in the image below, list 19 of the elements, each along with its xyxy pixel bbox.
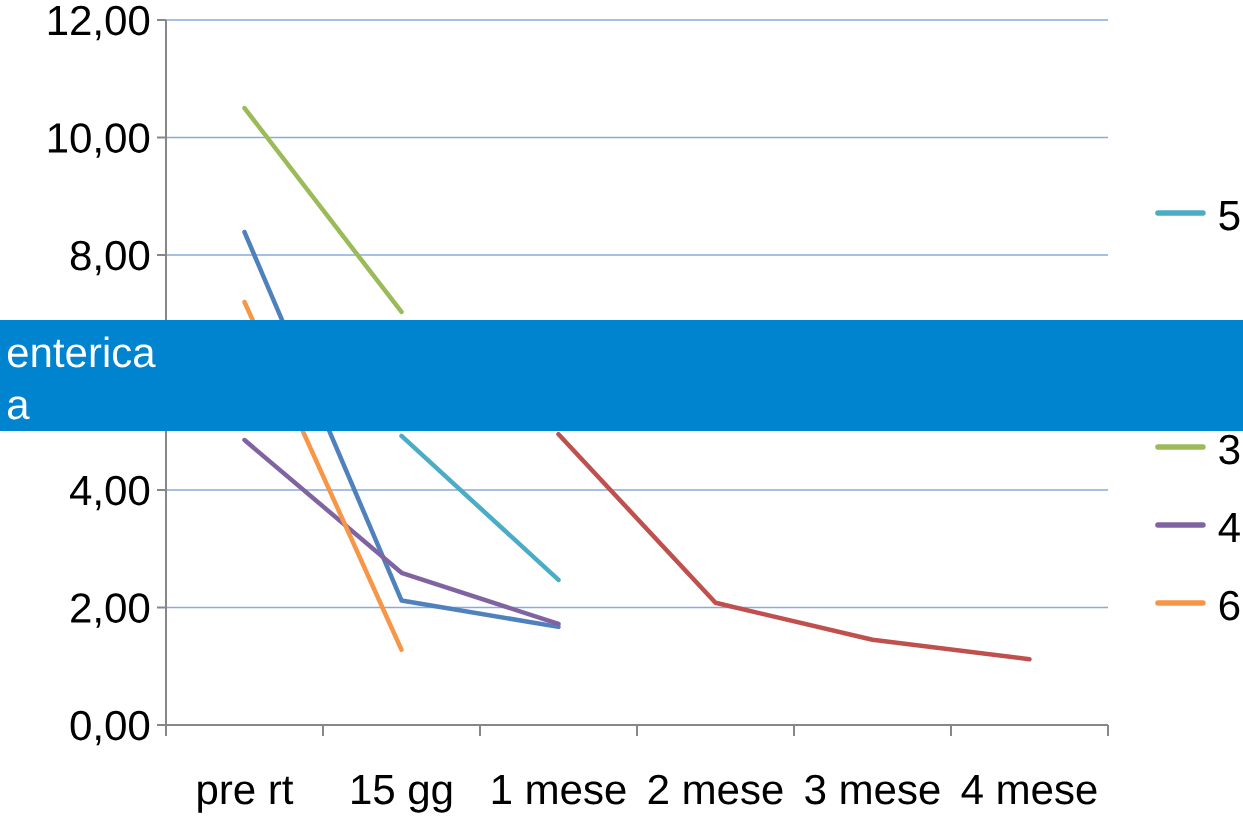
y-tick-label: 0,00 bbox=[70, 710, 150, 746]
x-tick-label: pre rt bbox=[198, 776, 294, 813]
y-tick-label: 8,00 bbox=[70, 240, 150, 276]
y-tick-label: 4,00 bbox=[70, 475, 150, 511]
x-tick-label: 4 mese bbox=[961, 775, 1097, 805]
legend-label: 5 bbox=[1219, 201, 1240, 231]
line-series bbox=[556, 431, 1032, 662]
x-tick-label: 3 mese bbox=[805, 774, 940, 805]
legend-label: 3 bbox=[1219, 434, 1240, 465]
y-tick-label: 10,00 bbox=[48, 123, 150, 158]
legend-label: 4 bbox=[1218, 513, 1240, 542]
x-tick-label: 2 mese bbox=[648, 774, 783, 805]
y-tick-label: 2,00 bbox=[71, 593, 150, 628]
legend-label: 6 bbox=[1219, 590, 1240, 621]
x-tick-label: 1 mese bbox=[492, 775, 626, 805]
y-tick-label: 12,00 bbox=[48, 5, 150, 41]
x-tick-label: 15 gg bbox=[352, 775, 452, 813]
text: enterica bbox=[7, 336, 156, 368]
text: a bbox=[7, 396, 30, 420]
